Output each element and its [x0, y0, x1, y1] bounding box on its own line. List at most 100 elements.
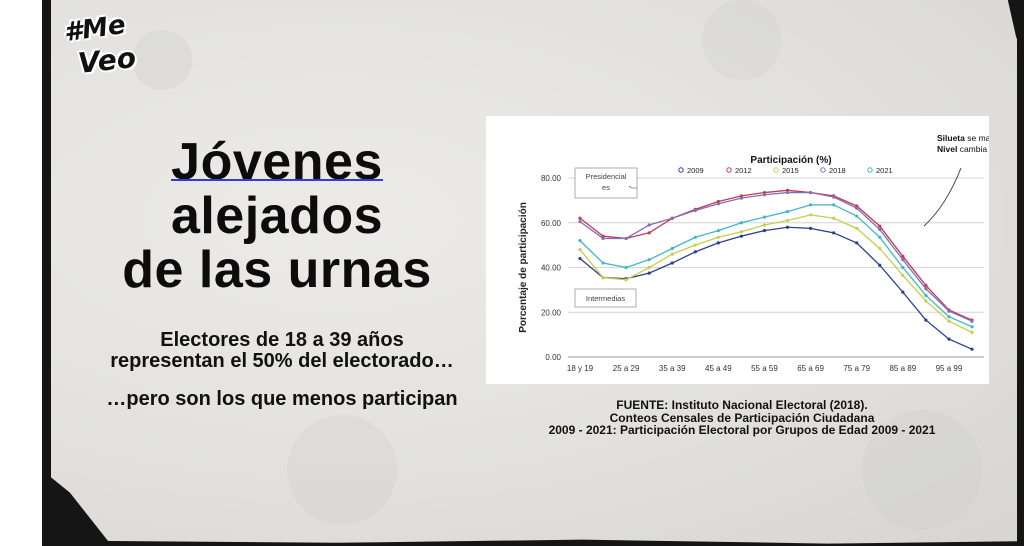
- point-2018-7: [739, 196, 744, 200]
- point-2015-2: [624, 278, 628, 282]
- point-2021-12: [855, 214, 859, 218]
- point-2015-13: [878, 246, 882, 251]
- point-2018-3: [647, 223, 651, 227]
- left-torn-edge: [42, 0, 51, 546]
- subtext-line-3: …pero son los que menos participan: [106, 388, 458, 410]
- headline: Jóvenes alejados de las urnas: [52, 135, 502, 297]
- source-line-1: FUENTE: Instituto Nacional Electoral (20…: [616, 398, 868, 412]
- point-2012-7: [739, 194, 744, 198]
- point-2012-15: [924, 283, 928, 287]
- point-2009-3: [647, 271, 651, 275]
- source-line-3: 2009 - 2021: Participación Electoral por…: [548, 423, 936, 437]
- source-citation: FUENTE: Instituto Nacional Electoral (20…: [512, 399, 972, 437]
- point-2012-3: [647, 231, 651, 235]
- legend-marker-2009: [678, 167, 684, 173]
- point-2021-11: [832, 203, 836, 207]
- y-tick-label-2: 40.00: [541, 264, 562, 273]
- legend-marker-2012: [726, 167, 732, 173]
- annotation-presidenciales-line-1: es: [602, 183, 610, 192]
- participation-chart: 0.00 20.00 40.00 60.00 80.00 18 y 19 25 a 29 35…: [518, 133, 989, 373]
- point-2015-12: [855, 226, 859, 230]
- point-2009-4: [670, 261, 674, 265]
- point-2009-5: [693, 250, 697, 254]
- annotation-intermedias-box: [574, 288, 637, 308]
- annotation-silueta-line-2: Nivel cambia: [937, 144, 987, 154]
- point-2009-14: [901, 290, 905, 294]
- point-2021-9: [785, 209, 790, 214]
- annotation-presidenciales-pointer: [628, 185, 637, 189]
- point-2009-7: [739, 234, 744, 238]
- point-2012-6: [716, 199, 720, 204]
- annotation-silueta-line-1: Silueta se mantiene: [937, 133, 989, 143]
- headline-line-3: de las urnas: [122, 241, 432, 299]
- point-2009-11: [832, 231, 836, 235]
- point-2018-15: [924, 287, 928, 291]
- point-2009-6: [716, 241, 720, 245]
- point-2015-5: [693, 243, 697, 247]
- point-2015-4: [670, 252, 674, 256]
- legend-label-2012: 2012: [735, 166, 752, 175]
- x-tick-label-3: 45 a 49: [705, 364, 732, 373]
- point-2018-13: [878, 227, 882, 232]
- point-2015-10: [808, 213, 813, 217]
- point-2018-11: [832, 195, 836, 199]
- series-line-2018: [579, 191, 973, 322]
- point-2009-8: [762, 228, 767, 233]
- point-2021-10: [808, 203, 813, 207]
- point-2018-8: [762, 193, 767, 197]
- series-line-2015: [579, 214, 973, 333]
- point-2018-1: [601, 236, 605, 241]
- headline-line-1: Jóvenes: [171, 133, 383, 191]
- point-2021-3: [647, 258, 651, 262]
- point-2018-5: [693, 208, 697, 213]
- point-2012-0: [578, 216, 582, 220]
- point-2009-17: [970, 347, 974, 351]
- point-2015-9: [785, 218, 790, 223]
- y-tick-label-1: 20.00: [541, 308, 562, 317]
- point-2015-7: [739, 230, 744, 234]
- subtext-block: Electores de 18 a 39 años representan el…: [52, 330, 512, 372]
- point-2009-9: [785, 225, 790, 229]
- point-2012-13: [878, 224, 882, 228]
- point-2015-11: [832, 216, 836, 220]
- point-2021-5: [693, 235, 697, 239]
- point-2009-15: [924, 318, 928, 322]
- point-2018-17: [970, 319, 974, 323]
- x-tick-label-0: 18 y 19: [567, 364, 594, 373]
- x-tick-label-2: 35 a 39: [659, 364, 686, 373]
- point-2012-9: [785, 188, 790, 192]
- legend-label-2021: 2021: [876, 166, 893, 175]
- point-2015-17: [970, 330, 974, 334]
- y-tick-label-3: 60.00: [541, 219, 562, 228]
- right-torn-edge: [1017, 0, 1024, 546]
- legend-marker-2021: [867, 167, 873, 173]
- point-2021-4: [670, 246, 674, 251]
- point-2009-13: [878, 263, 882, 267]
- headline-line-2: alejados: [170, 187, 384, 245]
- point-2012-1: [601, 234, 605, 238]
- point-2009-16: [947, 337, 951, 341]
- annotation-presidenciales-box: [574, 167, 638, 199]
- point-2021-2: [624, 265, 628, 270]
- x-tick-label-1: 25 a 29: [613, 364, 640, 373]
- x-tick-label-8: 95 a 99: [936, 364, 963, 373]
- point-2021-14: [901, 265, 905, 270]
- point-2021-6: [716, 228, 720, 233]
- point-2018-0: [578, 220, 582, 224]
- point-2018-2: [624, 236, 628, 241]
- annotation-presidenciales-line-0: Presidencial: [586, 172, 627, 181]
- point-2021-17: [970, 325, 974, 329]
- point-2015-8: [762, 223, 767, 227]
- point-2018-10: [808, 190, 813, 195]
- point-2015-3: [647, 265, 651, 270]
- x-tick-label-6: 75 a 79: [843, 364, 870, 373]
- y-axis-label: Porcentaje de participación: [518, 202, 529, 333]
- y-tick-label-0: 0.00: [545, 353, 561, 362]
- point-2021-15: [924, 293, 928, 298]
- point-2018-9: [785, 190, 790, 195]
- subtext-line-2: representan el 50% del electorado…: [110, 350, 454, 372]
- point-2021-8: [762, 215, 767, 219]
- point-2021-1: [601, 261, 605, 265]
- x-tick-label-5: 65 a 69: [797, 364, 824, 373]
- point-2009-0: [578, 256, 582, 261]
